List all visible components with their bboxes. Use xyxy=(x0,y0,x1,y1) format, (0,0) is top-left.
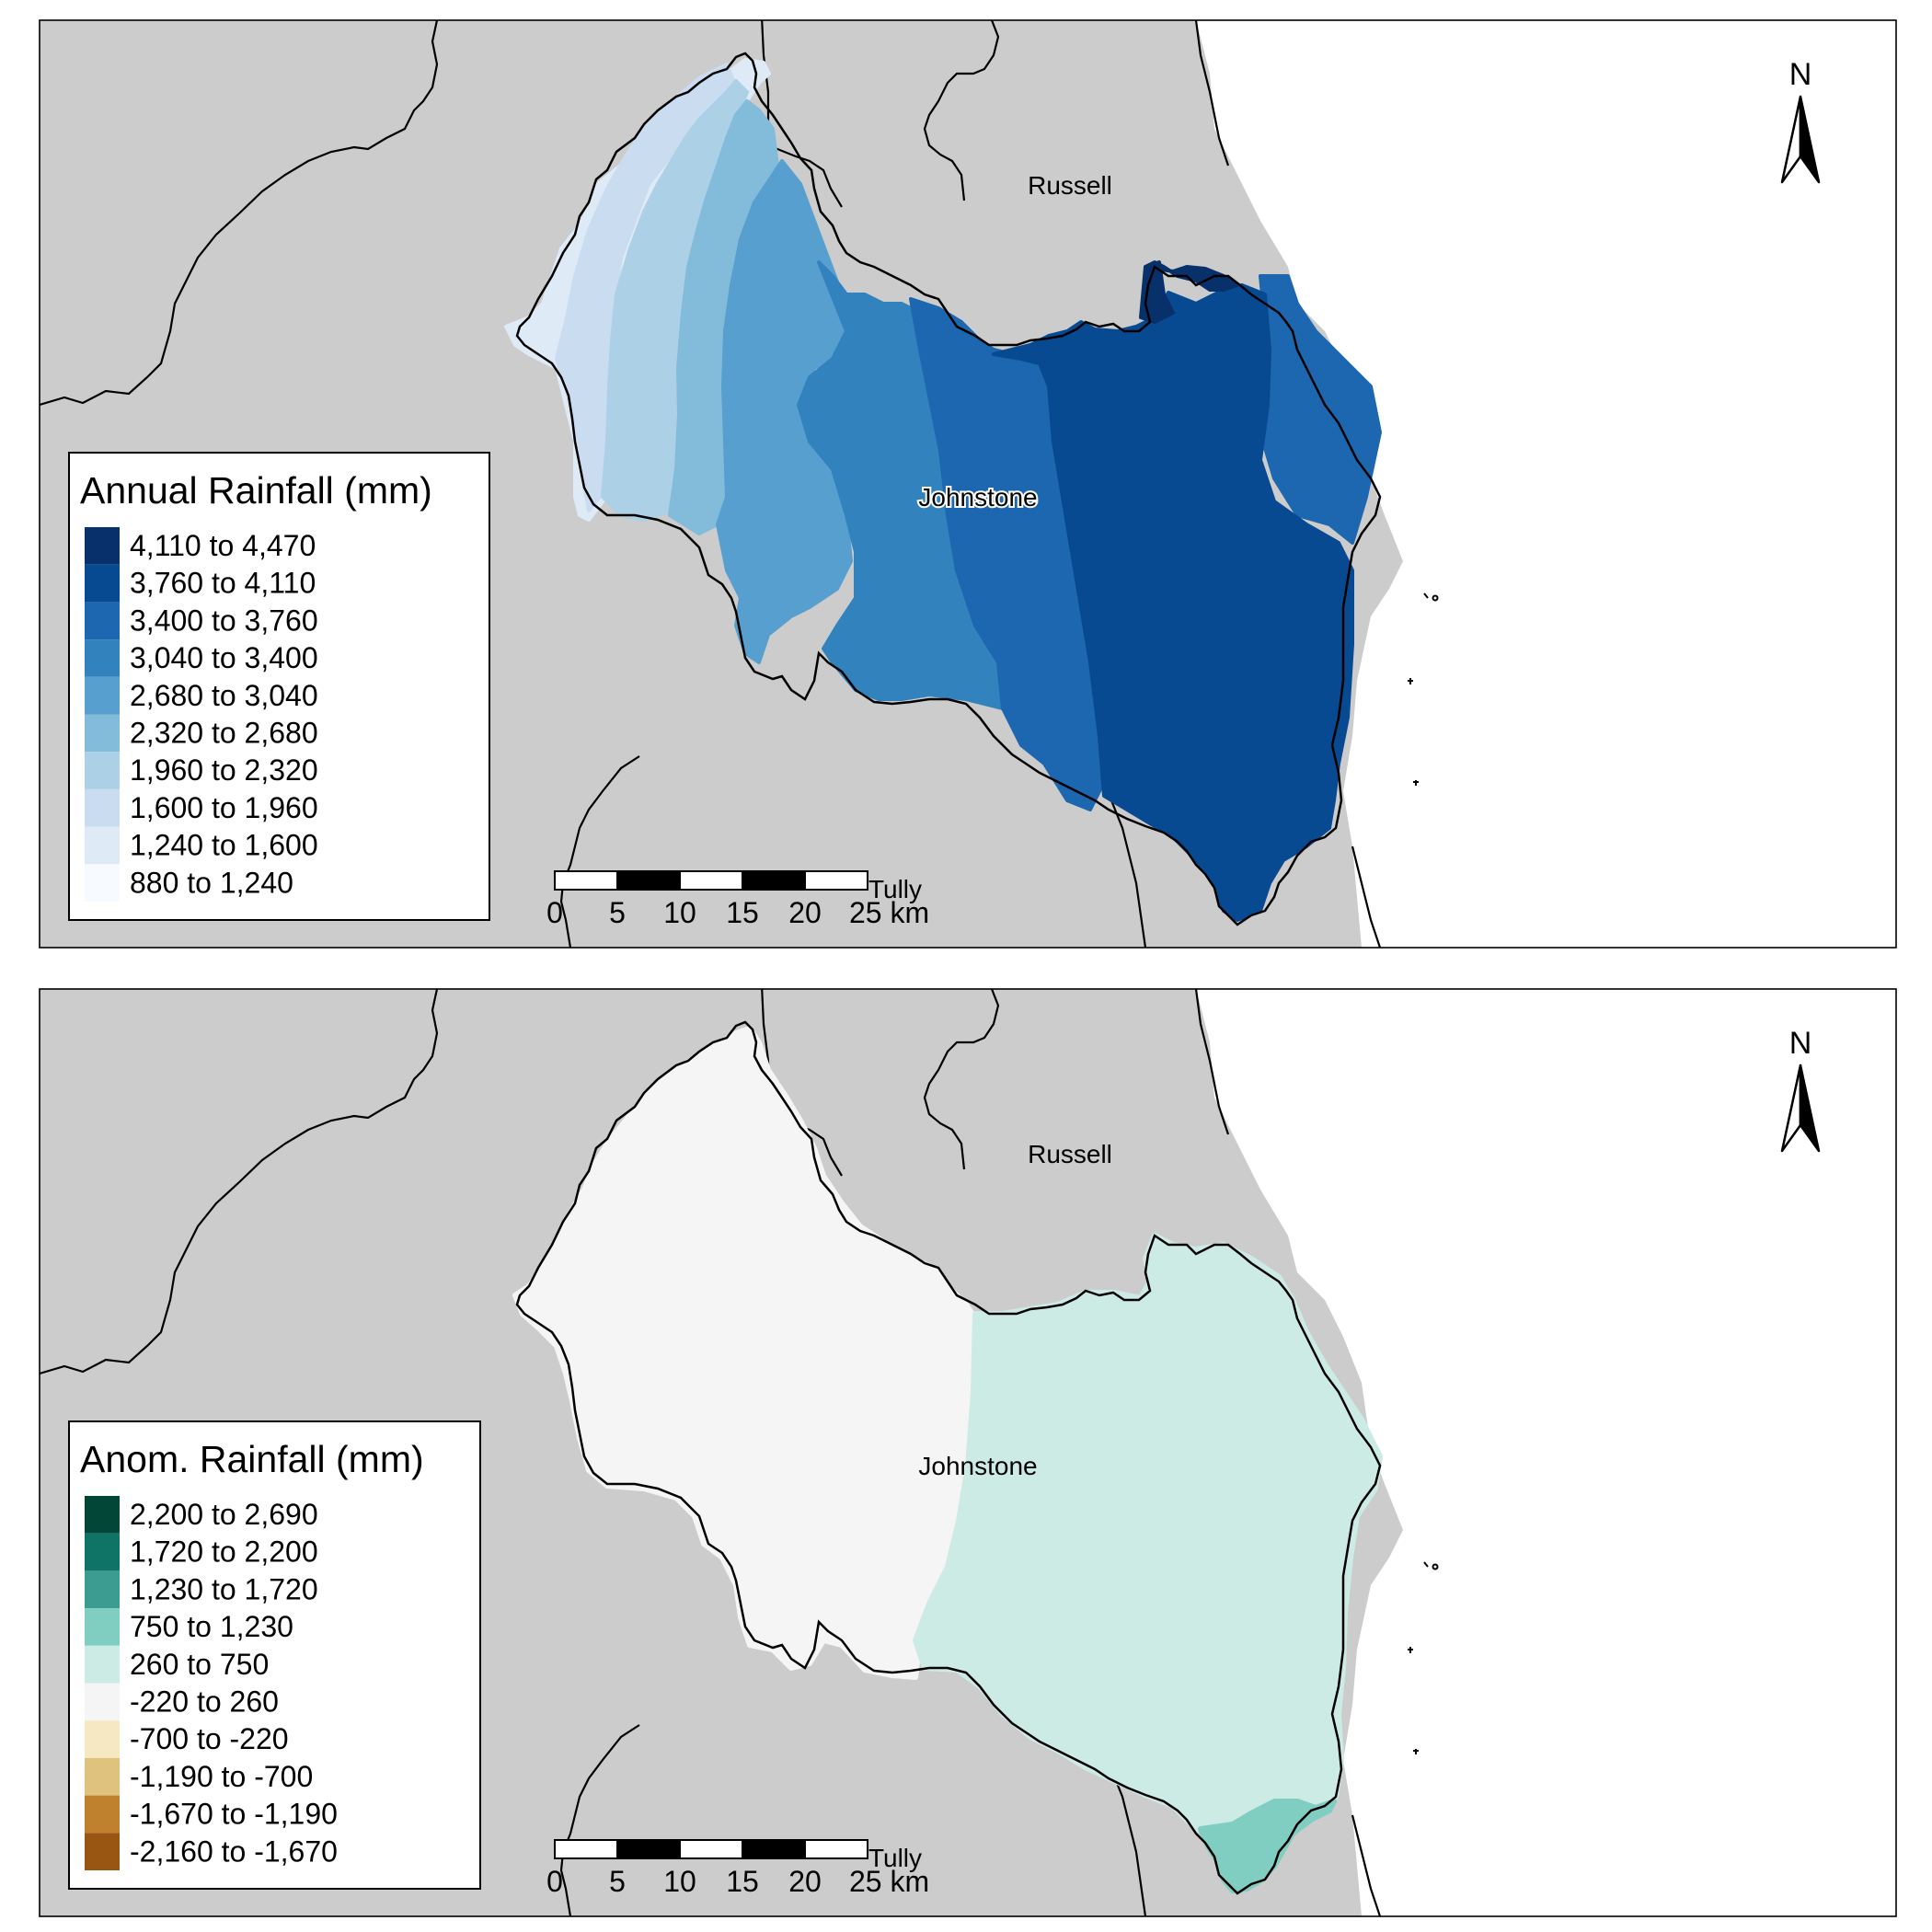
legend-label: -1,670 to -1,190 xyxy=(130,1798,338,1831)
legend-label: 1,230 to 1,720 xyxy=(130,1572,318,1605)
anomaly-raster xyxy=(512,1026,1383,1893)
scale-tick-25: 25 km xyxy=(849,896,929,929)
place-label-johnstone: Johnstone xyxy=(918,483,1037,512)
legend-label: 2,680 to 3,040 xyxy=(130,679,318,712)
legend-label: 750 to 1,230 xyxy=(130,1610,293,1643)
legend-label: 3,760 to 4,110 xyxy=(130,567,316,600)
catchment-class-2680 xyxy=(716,159,853,664)
place-label-johnstone: Johnstone xyxy=(918,1452,1037,1480)
legend-rows: 4,110 to 4,470 3,760 to 4,110 3,400 to 3,7… xyxy=(85,527,318,902)
scale-tick-10: 10 xyxy=(663,1865,696,1898)
legend-swatch xyxy=(85,639,120,677)
catchment-raster xyxy=(504,58,1382,922)
north-arrow-label: N xyxy=(1789,1026,1812,1061)
legend-swatch xyxy=(85,564,120,603)
legend-label: 880 to 1,240 xyxy=(130,866,293,899)
catchment-class-4110 xyxy=(1144,260,1239,292)
legend-label: -1,190 to -700 xyxy=(130,1760,313,1793)
legend-swatch xyxy=(85,1795,120,1834)
legend-swatch xyxy=(85,788,120,827)
scale-tick-25: 25 km xyxy=(849,1865,929,1898)
reef-islands xyxy=(1408,592,1439,786)
scale-tick-10: 10 xyxy=(663,896,696,929)
catchment-class-3760 xyxy=(992,283,1354,922)
scale-tick-15: 15 xyxy=(726,1865,759,1898)
scale-tick-20: 20 xyxy=(788,896,822,929)
anomaly-rainfall-map: Russell Johnstone Tully N 0 5 10 15 20 2… xyxy=(39,988,1897,1917)
map-frame xyxy=(39,988,1897,1917)
catchment-outline xyxy=(515,52,1382,926)
legend-swatch xyxy=(85,1570,120,1609)
legend-swatch xyxy=(85,714,120,753)
scale-bar: 0 5 10 15 20 25 km xyxy=(546,870,929,929)
place-label-tully: Tully xyxy=(868,875,922,903)
legend-label: 1,720 to 2,200 xyxy=(130,1535,318,1569)
map-frame xyxy=(39,19,1897,949)
scale-tick-0: 0 xyxy=(546,1865,563,1898)
legend-swatch xyxy=(85,864,120,902)
catchment-class-3040 xyxy=(797,260,1005,710)
legend-title: Anom. Rainfall (mm) xyxy=(80,1438,424,1480)
legend-swatch xyxy=(85,1608,120,1646)
north-arrow: N xyxy=(1780,57,1821,184)
sea-area xyxy=(1196,20,1896,948)
legend-label: -220 to 260 xyxy=(130,1685,279,1719)
catchment-class-4110-tip xyxy=(1139,260,1175,324)
north-arrow: N xyxy=(1780,1026,1821,1153)
legend-swatch xyxy=(85,1683,120,1721)
legend-label: 2,200 to 2,690 xyxy=(130,1498,318,1531)
legend-label: -700 to -220 xyxy=(130,1722,289,1755)
legend-label: 3,400 to 3,760 xyxy=(130,604,318,637)
north-arrow-label: N xyxy=(1789,57,1812,92)
reef-islands xyxy=(1408,1561,1439,1754)
legend-label: 260 to 750 xyxy=(130,1648,269,1681)
place-label-russell: Russell xyxy=(1028,171,1112,200)
legend-swatch xyxy=(85,676,120,715)
scale-tick-15: 15 xyxy=(726,896,759,929)
scale-tick-20: 20 xyxy=(788,1865,822,1898)
legend-swatch xyxy=(85,752,120,789)
legend-label: -2,160 to -1,670 xyxy=(130,1834,338,1868)
legend-label: 1,240 to 1,600 xyxy=(130,829,318,862)
place-label-tully: Tully xyxy=(868,1844,922,1872)
scale-tick-5: 5 xyxy=(609,896,626,929)
scale-tick-5: 5 xyxy=(609,1865,626,1898)
legend-label: 4,110 to 4,470 xyxy=(130,529,316,562)
legend-label: 1,600 to 1,960 xyxy=(130,791,318,824)
scale-bar: 0 5 10 15 20 25 km xyxy=(546,1839,929,1898)
legend-swatch xyxy=(85,826,120,865)
legend-swatch xyxy=(85,527,120,565)
place-label-russell: Russell xyxy=(1028,1140,1112,1168)
legend-swatch xyxy=(85,1720,120,1758)
legend-swatch xyxy=(85,1833,120,1870)
legend-title: Annual Rainfall (mm) xyxy=(80,469,432,512)
legend-label: 1,960 to 2,320 xyxy=(130,753,318,787)
sea-area xyxy=(1196,989,1896,1916)
catchment-outline xyxy=(515,1020,1382,1895)
annual-rainfall-map: Russell Johnstone Tully N 0 5 10 15 20 2… xyxy=(39,19,1897,949)
legend-swatch xyxy=(85,1757,120,1796)
legend-swatch xyxy=(85,1533,120,1571)
legend-swatch xyxy=(85,602,120,640)
legend-swatch xyxy=(85,1496,120,1534)
legend-annual: Annual Rainfall (mm) 4,110 to 4,470 3,760… xyxy=(68,452,490,921)
scale-tick-0: 0 xyxy=(546,896,563,929)
legend-label: 2,320 to 2,680 xyxy=(130,717,318,750)
legend-swatch xyxy=(85,1645,120,1684)
legend-label: 3,040 to 3,400 xyxy=(130,641,318,674)
legend-anomaly: Anom. Rainfall (mm) 2,200 to 2,690 1,720 … xyxy=(68,1420,481,1890)
